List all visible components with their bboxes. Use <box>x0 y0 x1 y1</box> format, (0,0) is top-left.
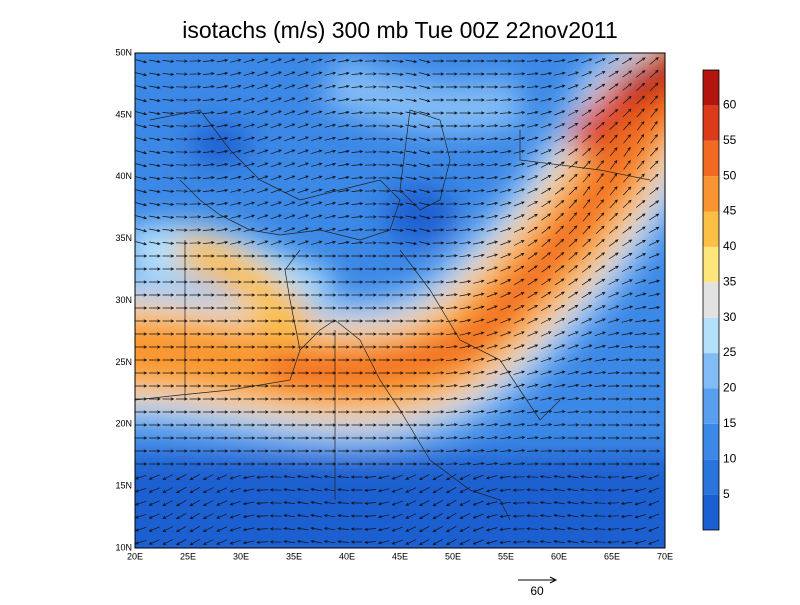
coastline <box>399 109 451 211</box>
longitude-label: 40E <box>339 551 355 561</box>
colorbar-label: 45 <box>723 204 737 218</box>
band <box>178 234 315 345</box>
colorbar-band <box>703 211 719 247</box>
latitude-label: 40N <box>115 171 132 181</box>
axis-labels: 10N 15N 20N 25N 30N 35N 40N 45N 50N 20E 25E 30E 35E 4… <box>115 47 673 561</box>
isotach-field <box>135 53 665 548</box>
longitude-label: 30E <box>233 551 249 561</box>
colorbar-label: 25 <box>723 345 737 359</box>
latitude-label: 30N <box>115 295 132 305</box>
coastline <box>284 249 301 351</box>
longitude-label: 65E <box>604 551 620 561</box>
colorbar-band <box>703 140 719 177</box>
latitude-label: 35N <box>115 233 132 243</box>
longitude-label: 55E <box>498 551 514 561</box>
latitude-label: 15N <box>115 481 132 491</box>
colorbar-label: 50 <box>723 168 737 182</box>
colorbar-band <box>703 317 719 354</box>
map-frame <box>134 52 666 549</box>
longitude-label: 70E <box>657 551 673 561</box>
colorbar-label: 40 <box>723 239 737 253</box>
colorbar-band <box>703 282 719 318</box>
colorbar-label: 55 <box>723 133 737 147</box>
colorbar-label: 15 <box>723 416 737 430</box>
band <box>613 53 665 104</box>
coastlines <box>135 109 651 521</box>
colorbar-label: 35 <box>723 274 737 288</box>
colorbar-label: 60 <box>723 98 737 112</box>
colorbar-band <box>703 246 719 283</box>
band <box>320 56 527 134</box>
low-band <box>135 455 665 548</box>
longitude-label: 20E <box>127 551 143 561</box>
border <box>184 130 651 500</box>
coastline <box>399 249 561 421</box>
colorbar-band <box>703 459 719 495</box>
colorbar-band <box>703 176 719 212</box>
reference-label: 60 <box>530 584 544 598</box>
coastline <box>149 109 401 241</box>
colorbar-band <box>703 494 719 530</box>
latitude-label: 45N <box>115 109 132 119</box>
colorbar-label: 20 <box>723 381 737 395</box>
colorbar-band <box>703 353 719 389</box>
low-patch <box>190 125 250 165</box>
colorbar-band <box>703 105 719 141</box>
colorbar-band <box>703 70 719 106</box>
longitude-label: 60E <box>551 551 567 561</box>
colorbar-label: 30 <box>723 310 737 324</box>
longitude-label: 50E <box>445 551 461 561</box>
map-title: isotachs (m/s) 300 mb Tue 00Z 22nov2011 <box>182 17 618 43</box>
longitude-label: 35E <box>286 551 302 561</box>
coastline <box>135 319 511 521</box>
latitude-label: 25N <box>115 357 132 367</box>
low-patch <box>385 185 455 245</box>
colorbar-band <box>703 388 719 424</box>
colorbar: 5 10 15 20 25 30 35 40 45 50 55 60 <box>702 69 737 531</box>
latitude-label: 10N <box>115 542 132 552</box>
wind-vectors <box>135 56 661 546</box>
longitude-label: 45E <box>392 551 408 561</box>
colorbar-band <box>703 423 719 460</box>
longitude-label: 25E <box>180 551 196 561</box>
colorbar-label: 10 <box>723 451 737 465</box>
colorbar-frame <box>702 69 720 531</box>
wind-arrows <box>135 56 661 546</box>
colorbar-label: 5 <box>723 487 730 501</box>
reference-arrow <box>518 576 558 584</box>
latitude-label: 50N <box>115 47 132 57</box>
latitude-label: 20N <box>115 419 132 429</box>
reference-vector: 60 <box>518 576 558 598</box>
